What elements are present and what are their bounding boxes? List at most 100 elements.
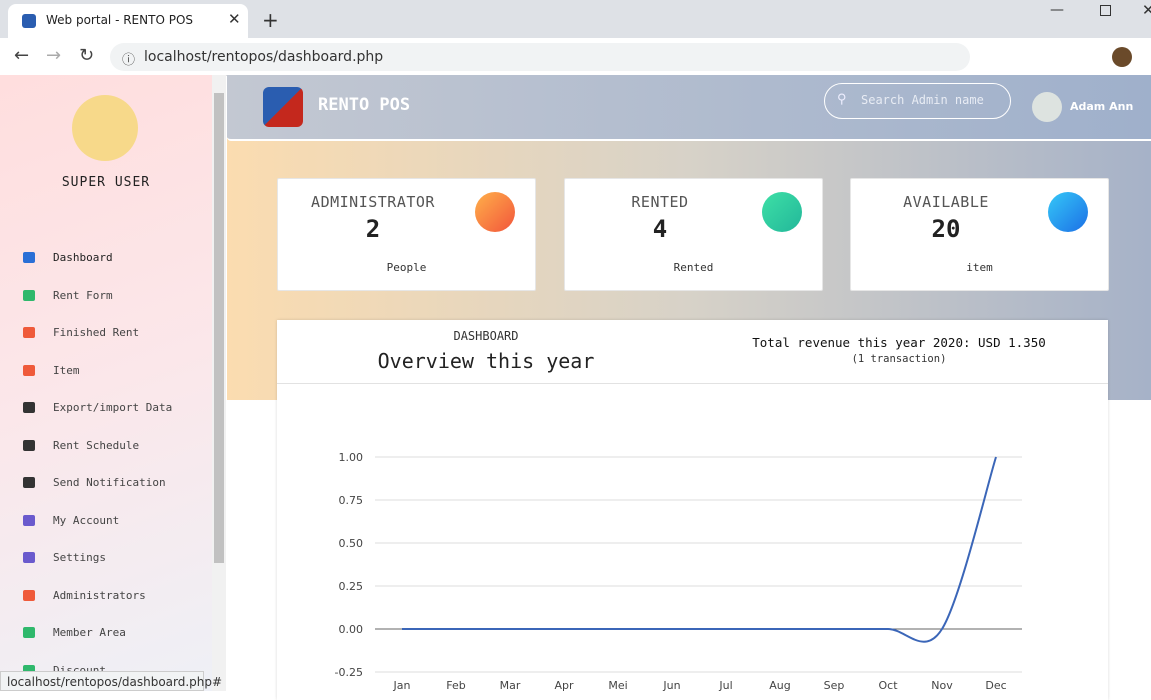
- tab[interactable]: Web portal - RENTO POS ✕: [8, 4, 248, 38]
- menu-item[interactable]: Administrators: [0, 577, 210, 613]
- y-tick-label: 0.75: [339, 494, 364, 507]
- x-tick-label: Feb: [446, 679, 465, 691]
- tab-close[interactable]: ✕: [228, 10, 241, 28]
- menu-item[interactable]: Export/import Data: [0, 389, 210, 425]
- menu-label: Administrators: [53, 588, 146, 602]
- top-header: RENTO POS ⚲ Search Admin name Adam Ann: [227, 75, 1151, 141]
- user-avatar[interactable]: [1032, 92, 1062, 122]
- menu-icon: [23, 477, 35, 488]
- menu-label: Settings: [53, 551, 106, 564]
- card-title: AVAILABLE: [903, 193, 989, 211]
- card-value: 4: [652, 215, 668, 243]
- profile[interactable]: [1112, 47, 1132, 67]
- line: [402, 456, 997, 643]
- x-tick-label: Mei: [608, 679, 627, 691]
- menu-icon: [23, 252, 35, 263]
- x-tick-label: Nov: [931, 679, 953, 691]
- x-tick-label: Aug: [769, 679, 790, 691]
- menu-item[interactable]: Finished Rent: [0, 314, 210, 350]
- card-unit: Rented: [673, 261, 714, 274]
- stat-card: ADMINISTRATOR 2 People: [277, 178, 536, 291]
- menu-label: Finished Rent: [53, 326, 140, 339]
- role: SUPER USER: [61, 175, 151, 190]
- url: localhost/rentopos/dashboard.php: [144, 49, 384, 65]
- menu-icon: [23, 514, 35, 526]
- menu-item[interactable]: Item: [0, 352, 210, 388]
- user-name[interactable]: Adam Ann: [1070, 100, 1134, 113]
- x-tick-label: Sep: [824, 679, 845, 691]
- menu-icon: [23, 627, 35, 638]
- menu-item[interactable]: Send Notification: [0, 464, 210, 500]
- maximize[interactable]: [1100, 5, 1111, 16]
- info-icon: ⓘ: [122, 53, 136, 68]
- new-tab[interactable]: +: [262, 8, 279, 32]
- menu-icon: [23, 552, 35, 563]
- menu-icon: [23, 589, 35, 601]
- stat-card: AVAILABLE 20 item: [850, 178, 1109, 291]
- x-tick-label: Jul: [718, 679, 732, 691]
- search-placeholder: Search Admin name: [861, 93, 984, 107]
- y-tick-label: 0.25: [339, 580, 364, 593]
- panel-subtitle: DASHBOARD: [453, 329, 519, 343]
- menu-label: Dashboard: [53, 251, 113, 264]
- menu-item[interactable]: Rent Form: [0, 277, 210, 313]
- y-tick-label: -0.25: [335, 666, 363, 679]
- x-tick-label: Mar: [500, 679, 521, 691]
- menu-label: Rent Schedule: [53, 438, 140, 452]
- card-title: ADMINISTRATOR: [311, 193, 435, 211]
- favicon: [22, 14, 36, 28]
- menu-label: Send Notification: [53, 476, 166, 489]
- x-tick-label: Dec: [985, 679, 1006, 691]
- search[interactable]: ⚲ Search Admin name: [824, 83, 1011, 119]
- avatar: [72, 95, 138, 161]
- overview-panel: DASHBOARD Overview this year Total reven…: [277, 320, 1108, 700]
- menu-label: Rent Form: [53, 288, 113, 302]
- divider: [277, 383, 1108, 384]
- forward[interactable]: →: [46, 45, 62, 66]
- reload[interactable]: ↻: [79, 45, 95, 66]
- menu-item[interactable]: Settings: [0, 539, 210, 575]
- menu-label: My Account: [53, 513, 120, 527]
- transaction-count: (1 transaction): [851, 353, 947, 365]
- scrollbar[interactable]: [212, 75, 226, 691]
- menu-label: Member Area: [53, 626, 126, 639]
- tab-title: Web portal - RENTO POS: [46, 13, 194, 27]
- card-title: RENTED: [631, 193, 689, 211]
- menu-icon: [23, 327, 35, 338]
- logo: [263, 87, 303, 127]
- card-value: 2: [365, 215, 381, 243]
- menu-icon: [23, 289, 35, 301]
- back[interactable]: ←: [14, 45, 30, 66]
- menu-label: Item: [53, 363, 80, 377]
- brand: RENTO POS: [318, 95, 411, 115]
- stat-card: RENTED 4 Rented: [564, 178, 823, 291]
- status-bar: localhost/rentopos/dashboard.php#: [0, 671, 222, 691]
- address-bar[interactable]: ⓘ localhost/rentopos/dashboard.php: [110, 43, 970, 71]
- menu-item[interactable]: Member Area: [0, 614, 210, 650]
- card-unit: People: [386, 261, 427, 274]
- close-window[interactable]: ✕: [1142, 1, 1151, 19]
- card-icon: [762, 192, 802, 232]
- card-icon: [475, 192, 515, 232]
- card-unit: item: [966, 261, 993, 274]
- panel-title: Overview this year: [377, 349, 595, 373]
- x-tick-label: Oct: [878, 679, 898, 691]
- menu-icon: [23, 439, 35, 451]
- menu-label: Export/import Data: [53, 401, 173, 414]
- card-value: 20: [931, 215, 961, 243]
- menu-item[interactable]: Rent Schedule: [0, 427, 210, 463]
- minimize[interactable]: —: [1050, 2, 1064, 18]
- revenue: Total revenue this year 2020: USD 1.350: [752, 335, 1046, 350]
- menu-item[interactable]: Dashboard: [0, 239, 210, 275]
- x-tick-label: Jan: [393, 679, 411, 691]
- x-tick-label: Jun: [662, 679, 680, 691]
- menu-item[interactable]: My Account: [0, 502, 210, 538]
- menu-icon: [23, 402, 35, 413]
- x-tick-label: Apr: [554, 679, 574, 691]
- sidebar: SUPER USER Dashboard Rent Form Finished Re…: [0, 75, 212, 691]
- y-tick-label: 1.00: [339, 451, 364, 464]
- menu-icon: [23, 664, 35, 676]
- y-tick-label: 0.00: [339, 623, 364, 636]
